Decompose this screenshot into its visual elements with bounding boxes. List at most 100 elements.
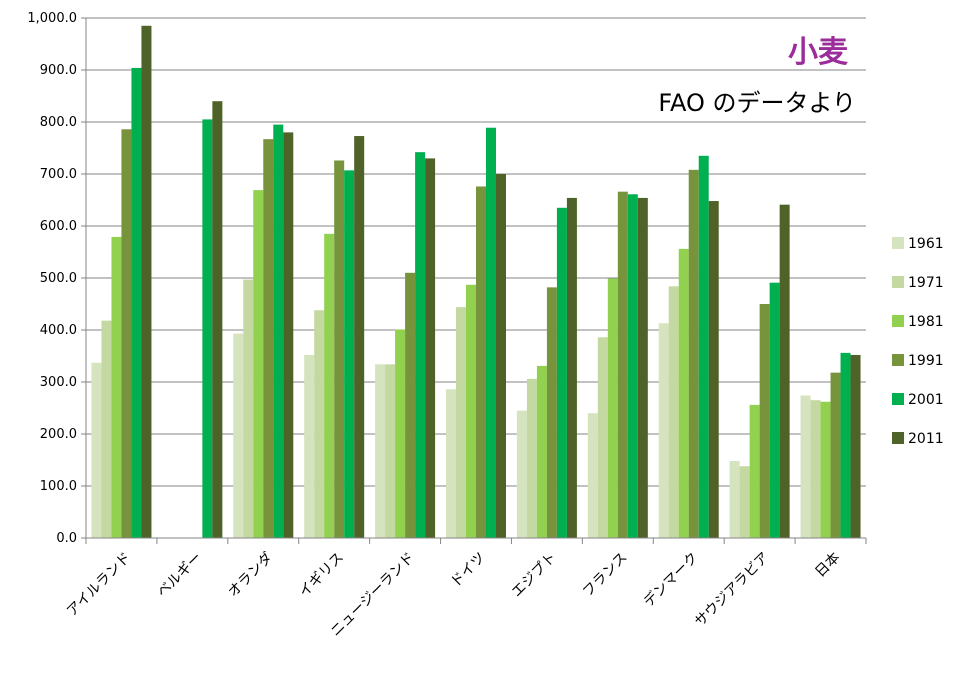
bar-2001-6 (556, 207, 567, 539)
chart-subtitle: FAO のデータより (658, 89, 856, 117)
x-category-label: ドイツ (448, 550, 489, 591)
legend-label: 2011 (908, 431, 944, 447)
bar-1991-6 (546, 287, 557, 538)
y-tick-label: 1,000.0 (27, 11, 77, 26)
bar-1981-7 (607, 278, 618, 538)
y-tick-label: 300.0 (40, 375, 77, 390)
y-tick-label: 800.0 (40, 115, 77, 130)
bar-2001-1 (202, 119, 213, 539)
legend-swatch (892, 354, 904, 366)
legend-label: 1981 (908, 314, 944, 330)
bar-1961-5 (446, 389, 456, 538)
legend-label: 1971 (908, 275, 944, 291)
bar-1981-2 (253, 190, 264, 538)
bar-1981-9 (749, 404, 760, 538)
legend-swatch (892, 237, 904, 249)
legend-swatch (892, 315, 904, 327)
bar-1991-5 (476, 186, 486, 539)
bar-1991-3 (334, 160, 345, 539)
bar-2011-8 (708, 201, 719, 539)
bar-1991-9 (759, 304, 770, 538)
bar-2011-6 (566, 197, 577, 539)
bar-1961-7 (587, 413, 598, 538)
legend: 1961 1971 1981 1991 2001 2011 (892, 236, 944, 447)
bar-1971-8 (668, 286, 679, 538)
bar-2001-4 (415, 152, 426, 538)
y-tick-labels: 0.0 100.0 200.0 300.0 400.0 500.0 600.0 700.0 80… (27, 11, 77, 546)
bar-1981-10 (820, 401, 831, 538)
bar-1991-2 (263, 139, 274, 538)
x-category-label: フランス (580, 550, 631, 601)
bar-1961-6 (516, 410, 527, 538)
bar-1961-2 (233, 333, 244, 538)
y-tick-label: 0.0 (56, 531, 77, 546)
bar-1961-9 (729, 461, 740, 538)
bar-2001-7 (627, 194, 638, 538)
bar-2011-2 (283, 132, 294, 538)
bar-1961-8 (658, 323, 669, 538)
bar-2011-5 (496, 174, 506, 538)
bar-2001-2 (273, 124, 284, 538)
y-tick-label: 500.0 (40, 271, 77, 286)
x-category-label: 日本 (812, 550, 843, 581)
legend-swatch (892, 276, 904, 288)
x-category-label: オランダ (225, 550, 276, 601)
x-category-label: アイルランド (64, 550, 134, 620)
bar-1981-3 (324, 233, 335, 539)
bar-1971-0 (101, 320, 112, 538)
bar-2011-0 (141, 25, 152, 539)
bars (91, 25, 861, 539)
bar-2011-4 (425, 158, 436, 538)
y-tick-label: 600.0 (40, 219, 77, 234)
bar-1971-7 (597, 337, 608, 538)
bar-1991-10 (830, 372, 841, 538)
legend-label: 1991 (908, 353, 944, 369)
bar-2011-10 (850, 354, 861, 538)
legend-swatch (892, 432, 904, 444)
bar-2011-1 (212, 101, 223, 538)
bar-1971-10 (810, 400, 821, 538)
bar-1981-6 (536, 365, 547, 538)
bar-2011-3 (354, 136, 365, 539)
y-tick-label: 700.0 (40, 167, 77, 182)
axes (85, 18, 867, 544)
bar-1961-3 (304, 354, 315, 538)
bar-1981-5 (466, 284, 476, 538)
bar-1971-9 (739, 466, 750, 538)
x-category-label: ベルギー (154, 550, 205, 601)
x-category-label: サウジアラビア (692, 550, 773, 631)
bar-2011-9 (779, 204, 790, 538)
bar-1991-7 (617, 191, 628, 538)
bar-2011-7 (637, 197, 648, 539)
x-category-label: デンマーク (640, 549, 702, 611)
legend-swatch (892, 393, 904, 405)
bar-1971-6 (526, 378, 537, 538)
bar-1981-4 (395, 329, 406, 538)
bar-1971-4 (385, 364, 396, 538)
x-category-label: イギリス (296, 550, 347, 601)
bar-1991-4 (405, 272, 416, 538)
bar-1971-3 (314, 310, 325, 538)
y-tick-label: 900.0 (40, 63, 77, 78)
legend-label: 2001 (908, 392, 944, 408)
bar-1971-5 (456, 307, 466, 538)
chart-title: 小麦 (788, 35, 849, 70)
x-category-label: エジプト (509, 550, 560, 601)
legend-label: 1961 (908, 236, 944, 252)
y-tick-label: 200.0 (40, 427, 77, 442)
bar-1981-8 (678, 248, 689, 538)
bar-2001-8 (698, 155, 709, 539)
bar-2001-3 (344, 170, 355, 539)
bar-2001-9 (769, 282, 780, 538)
bar-2001-0 (131, 67, 142, 539)
bar-2001-5 (486, 127, 496, 538)
bar-1971-2 (243, 279, 254, 538)
y-tick-label: 100.0 (40, 479, 77, 494)
bar-1961-0 (91, 362, 102, 538)
bar-1991-8 (688, 169, 699, 538)
bar-1961-4 (375, 364, 386, 538)
y-tick-label: 400.0 (40, 323, 77, 338)
